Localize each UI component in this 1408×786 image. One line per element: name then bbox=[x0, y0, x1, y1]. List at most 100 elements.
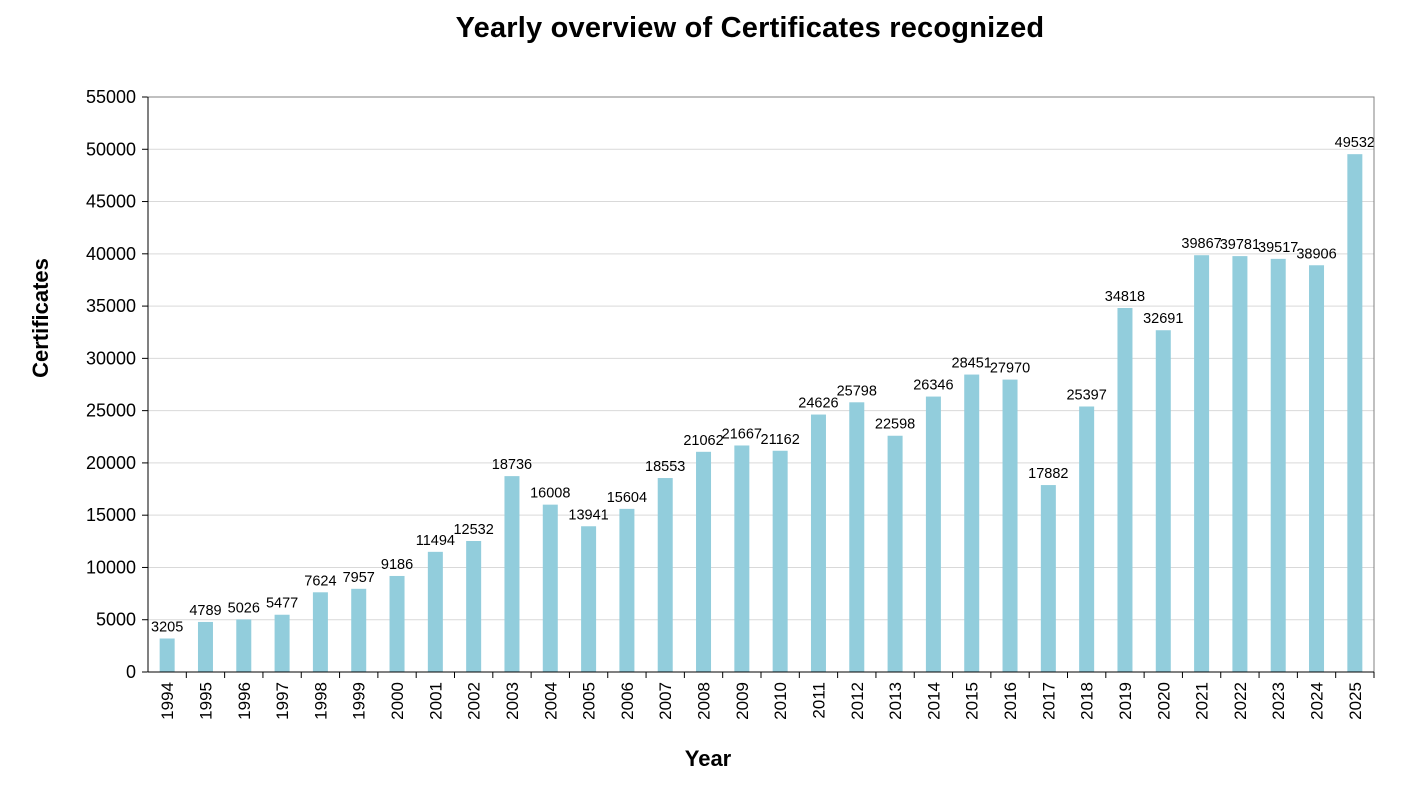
bar bbox=[389, 575, 405, 672]
data-label: 3205 bbox=[151, 619, 183, 635]
y-tick-label: 5000 bbox=[96, 610, 136, 630]
x-tick-label: 2013 bbox=[886, 682, 905, 720]
x-tick-label: 2014 bbox=[924, 682, 943, 720]
bar bbox=[849, 402, 865, 672]
bar bbox=[1309, 265, 1325, 672]
bar bbox=[1270, 258, 1286, 672]
y-tick-labels: 0 5000 10000 15000 20000 25000 30000 35000 40000… bbox=[86, 87, 136, 682]
bar bbox=[772, 450, 788, 672]
data-label: 12532 bbox=[453, 522, 493, 538]
bar bbox=[1079, 406, 1095, 672]
x-tick-label: 2018 bbox=[1078, 682, 1097, 720]
bar bbox=[925, 396, 941, 672]
y-tick-label: 30000 bbox=[86, 348, 136, 368]
y-tick-label: 50000 bbox=[86, 139, 136, 159]
x-tick-label: 2025 bbox=[1346, 682, 1365, 720]
data-label: 21062 bbox=[683, 433, 723, 449]
x-axis-title: Year bbox=[685, 746, 732, 771]
data-label: 7957 bbox=[343, 570, 375, 586]
data-label: 5477 bbox=[266, 596, 298, 612]
data-label: 25397 bbox=[1066, 387, 1106, 403]
y-tick-label: 15000 bbox=[86, 505, 136, 525]
bars bbox=[159, 154, 1363, 673]
bar bbox=[236, 619, 252, 672]
x-tick-label: 2006 bbox=[618, 682, 637, 720]
bar bbox=[887, 435, 903, 672]
y-tick-label: 35000 bbox=[86, 296, 136, 316]
bar bbox=[197, 621, 213, 672]
data-label: 5026 bbox=[228, 600, 260, 616]
x-tick-label: 2001 bbox=[426, 682, 445, 720]
data-label: 32691 bbox=[1143, 311, 1183, 327]
x-tick-label: 2012 bbox=[848, 682, 867, 720]
bar bbox=[504, 476, 520, 672]
x-tick-label: 2015 bbox=[963, 682, 982, 720]
chart-title: Yearly overview of Certificates recogniz… bbox=[455, 12, 1045, 44]
x-tick-label: 2017 bbox=[1039, 682, 1058, 720]
x-tick-label: 2007 bbox=[656, 682, 675, 720]
x-tick-label: 2020 bbox=[1154, 682, 1173, 720]
bar bbox=[542, 504, 558, 672]
bar bbox=[466, 540, 482, 672]
data-label: 17882 bbox=[1028, 466, 1068, 482]
y-tick-label: 10000 bbox=[86, 557, 136, 577]
x-tick-label: 2019 bbox=[1116, 682, 1135, 720]
data-label: 26346 bbox=[913, 378, 953, 394]
x-tick-label: 2023 bbox=[1269, 682, 1288, 720]
bar bbox=[1002, 379, 1018, 672]
bar bbox=[1155, 330, 1171, 672]
x-tick-label: 2009 bbox=[733, 682, 752, 720]
data-label: 18553 bbox=[645, 459, 685, 475]
y-tick-label: 40000 bbox=[86, 244, 136, 264]
data-label: 28451 bbox=[952, 356, 992, 372]
bar bbox=[1194, 255, 1210, 673]
y-axis-title: Certificates bbox=[28, 258, 53, 378]
data-label: 34818 bbox=[1105, 289, 1145, 305]
data-label: 39867 bbox=[1181, 236, 1221, 252]
bar bbox=[1117, 307, 1133, 672]
data-label: 21162 bbox=[761, 432, 800, 448]
x-tick-label: 2021 bbox=[1193, 682, 1212, 720]
bar bbox=[351, 588, 367, 672]
data-label: 25798 bbox=[837, 383, 877, 399]
bar bbox=[734, 445, 750, 672]
data-label: 27970 bbox=[990, 361, 1030, 377]
x-tick-label: 1995 bbox=[196, 682, 215, 720]
x-tick-label: 2004 bbox=[541, 682, 560, 720]
bar bbox=[657, 478, 673, 672]
x-tick-label: 1998 bbox=[311, 682, 330, 720]
bar bbox=[581, 526, 597, 672]
data-label: 11494 bbox=[416, 533, 455, 549]
data-label: 22598 bbox=[875, 417, 915, 433]
x-tick-label: 2016 bbox=[1001, 682, 1020, 720]
bar bbox=[159, 638, 175, 672]
data-label: 39517 bbox=[1258, 240, 1298, 256]
x-tick-label: 2003 bbox=[503, 682, 522, 720]
bar bbox=[619, 508, 635, 672]
x-tick-label: 1996 bbox=[235, 682, 254, 720]
y-tick-label: 20000 bbox=[86, 453, 136, 473]
bar bbox=[312, 592, 328, 672]
x-tick-label: 2000 bbox=[388, 682, 407, 720]
x-tick-label: 2010 bbox=[771, 682, 790, 720]
bar bbox=[274, 614, 290, 672]
x-tick-labels: 1994 1995 1996 1997 1998 1999 2000 2001 2002 2003… bbox=[158, 682, 1365, 720]
x-tick-label: 2002 bbox=[465, 682, 484, 720]
bar bbox=[1040, 485, 1056, 672]
data-label: 15604 bbox=[607, 490, 647, 506]
y-tick-label: 0 bbox=[126, 662, 136, 682]
bar bbox=[427, 551, 443, 672]
bar bbox=[1347, 154, 1363, 672]
x-tick-label: 1994 bbox=[158, 682, 177, 720]
y-tick-label: 45000 bbox=[86, 192, 136, 212]
data-label: 4789 bbox=[189, 603, 221, 619]
x-tick-label: 2005 bbox=[580, 682, 599, 720]
x-tick-label: 2022 bbox=[1231, 682, 1250, 720]
x-tick-label: 2011 bbox=[809, 682, 828, 719]
data-label: 49532 bbox=[1335, 135, 1375, 151]
bar bbox=[696, 451, 712, 672]
gridlines bbox=[148, 96, 1374, 621]
data-label: 39781 bbox=[1220, 237, 1260, 253]
